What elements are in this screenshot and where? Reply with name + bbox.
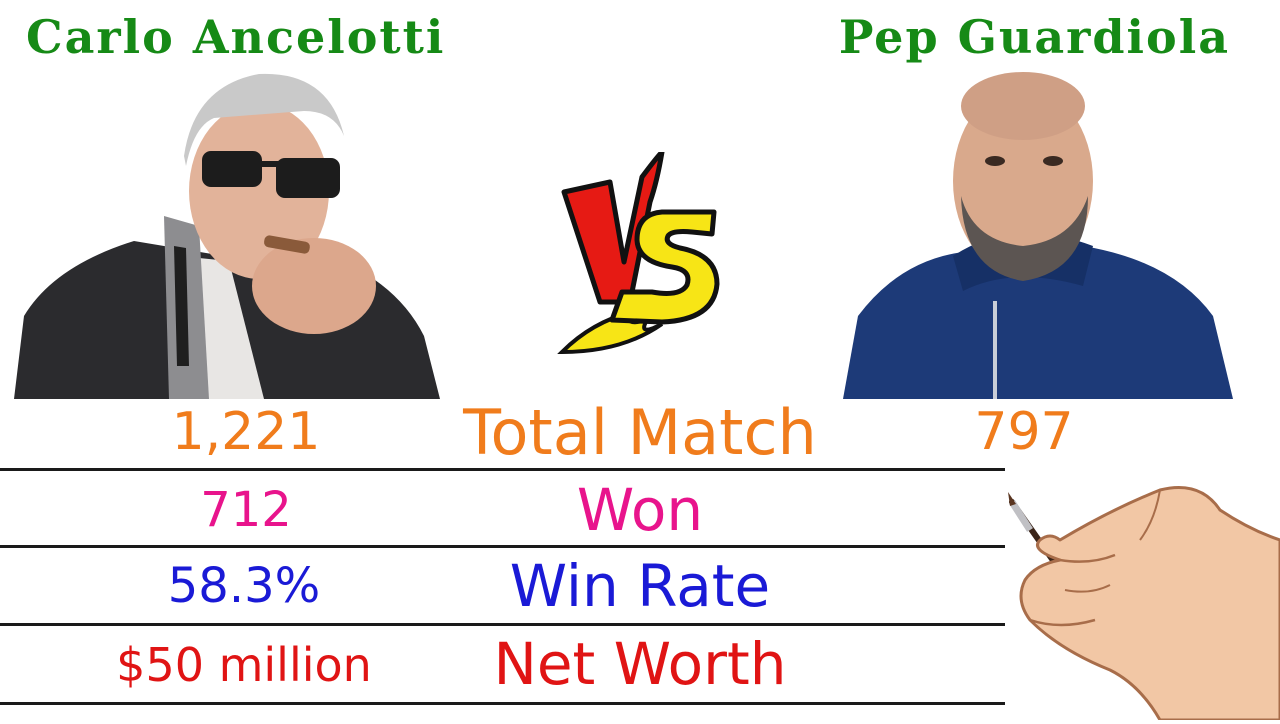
coach-left-name: Carlo Ancelotti	[26, 10, 446, 64]
coach-left-photo	[14, 66, 440, 399]
win-rate-left-value: 58.3%	[167, 558, 321, 614]
row-divider	[0, 623, 1005, 626]
win-rate-label: Win Rate	[509, 552, 771, 620]
total-match-left-value: 1,221	[171, 402, 321, 462]
row-divider	[0, 545, 1005, 548]
total-match-right-value: 797	[974, 402, 1074, 462]
coach-right-photo	[843, 66, 1233, 399]
won-label: Won	[576, 476, 704, 544]
hand-with-brush-icon	[1008, 486, 1280, 723]
row-divider	[0, 702, 1005, 705]
total-match-label: Total Match	[463, 396, 817, 469]
vs-icon	[557, 149, 720, 355]
coach-right-name: Pep Guardiola	[838, 10, 1230, 64]
drawing-hand-illustration	[990, 470, 1280, 723]
net-worth-label: Net Worth	[493, 630, 787, 698]
won-left-value: 712	[200, 482, 292, 538]
net-worth-left-value: $50 million	[116, 638, 372, 692]
row-divider	[0, 468, 1005, 471]
vs-logo	[552, 149, 724, 362]
